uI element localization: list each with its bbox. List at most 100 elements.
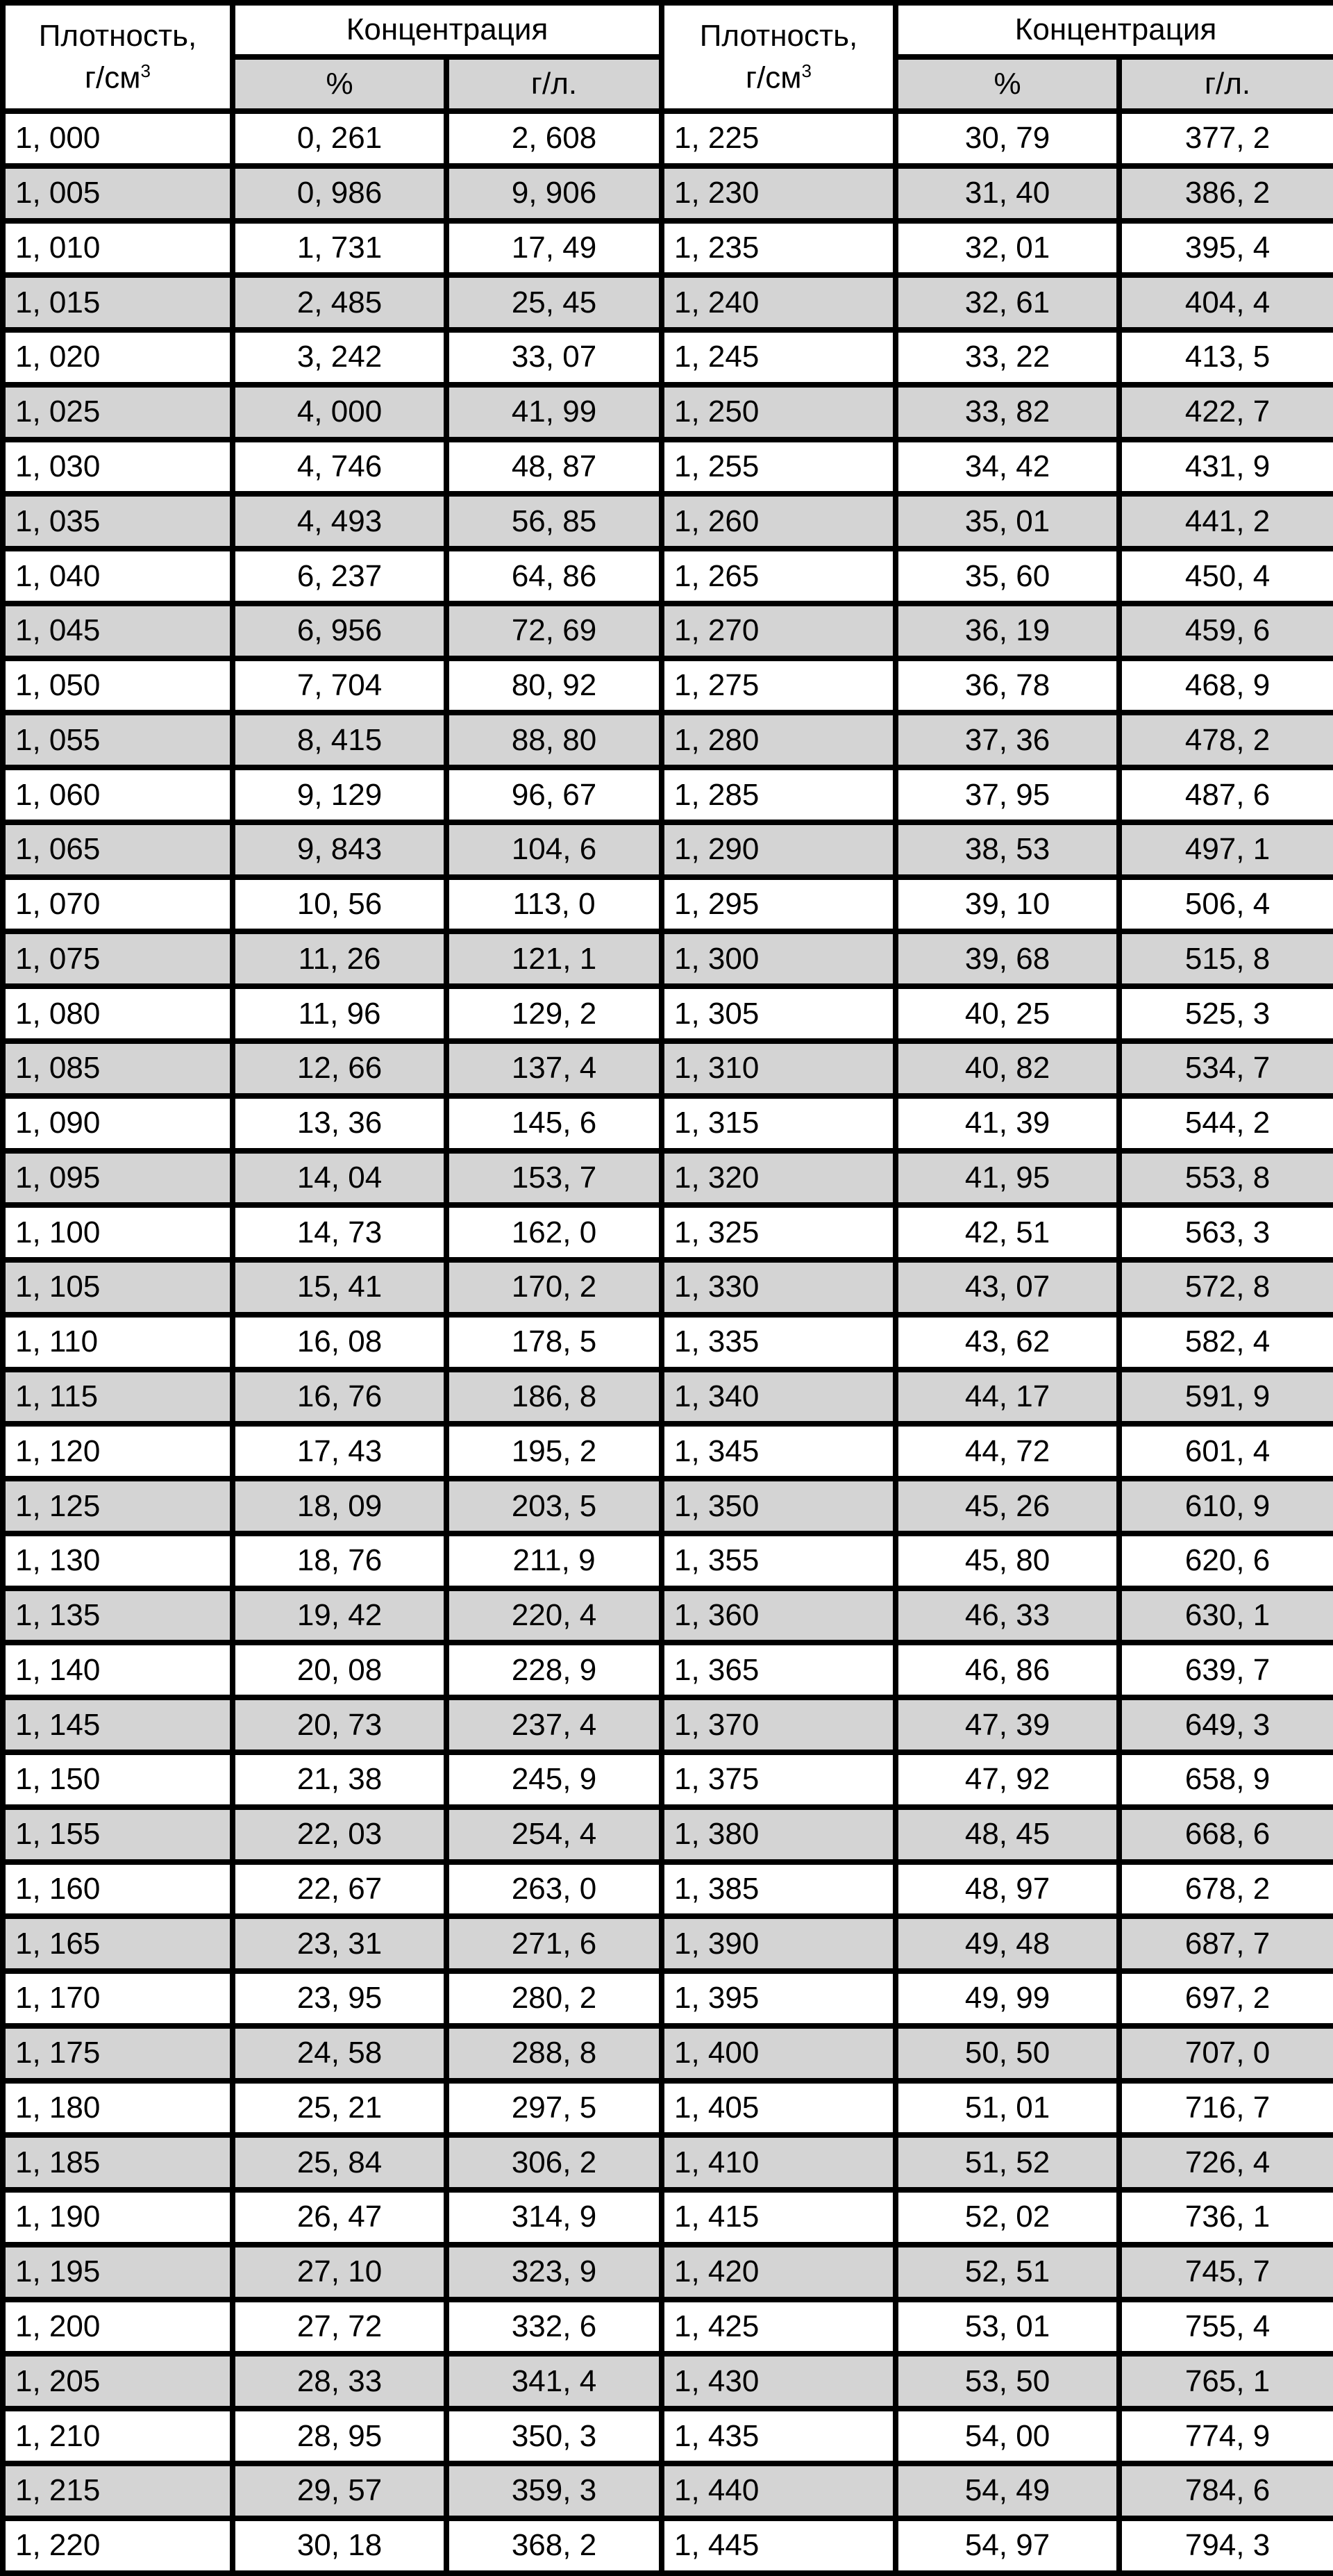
percent-cell: 36, 78 xyxy=(893,655,1123,716)
gl-cell: 678, 2 xyxy=(1116,1859,1333,1920)
gl-cell: 359, 3 xyxy=(443,2460,665,2521)
percent-cell: 11, 96 xyxy=(230,983,449,1045)
gl-cell: 707, 0 xyxy=(1116,2022,1333,2084)
density-label: Плотность, xyxy=(38,18,197,53)
percent-cell: 12, 66 xyxy=(230,1038,449,1099)
table-row: 1, 085 12, 66 137, 4 1, 310 40, 82 534, 7 xyxy=(0,1038,1333,1099)
density-cell: 1, 000 xyxy=(0,108,235,169)
table-row: 1, 035 4, 493 56, 85 1, 260 35, 01 441, 2 xyxy=(0,491,1333,552)
gl-cell: 195, 2 xyxy=(443,1421,665,1482)
percent-cell: 39, 68 xyxy=(893,929,1123,990)
percent-cell: 6, 237 xyxy=(230,546,449,606)
percent-cell: 38, 53 xyxy=(893,819,1123,880)
percent-cell: 32, 01 xyxy=(893,217,1123,279)
density-cell: 1, 440 xyxy=(659,2460,899,2521)
table-row: 1, 075 11, 26 121, 1 1, 300 39, 68 515, 8 xyxy=(0,929,1333,990)
gl-cell: 639, 7 xyxy=(1116,1640,1333,1701)
density-unit-sup: 3 xyxy=(140,60,151,81)
density-cell: 1, 345 xyxy=(659,1421,899,1482)
gl-cell: 145, 6 xyxy=(443,1092,665,1154)
gl-cell: 245, 9 xyxy=(443,1749,665,1810)
gl-header-left: г/л. xyxy=(443,54,665,114)
density-cell: 1, 170 xyxy=(0,1968,235,2029)
gl-cell: 668, 6 xyxy=(1116,1804,1333,1865)
gl-cell: 736, 1 xyxy=(1116,2187,1333,2247)
gl-cell: 237, 4 xyxy=(443,1695,665,1755)
percent-cell: 51, 01 xyxy=(893,2077,1123,2138)
density-cell: 1, 255 xyxy=(659,436,899,497)
gl-cell: 478, 2 xyxy=(1116,710,1333,771)
density-cell: 1, 270 xyxy=(659,600,899,661)
table-row: 1, 090 13, 36 145, 6 1, 315 41, 39 544, 2 xyxy=(0,1092,1333,1154)
table-row: 1, 115 16, 76 186, 8 1, 340 44, 17 591, 9 xyxy=(0,1366,1333,1427)
gl-cell: 170, 2 xyxy=(443,1257,665,1318)
density-cell: 1, 430 xyxy=(659,2351,899,2412)
percent-cell: 13, 36 xyxy=(230,1092,449,1154)
percent-cell: 39, 10 xyxy=(893,874,1123,935)
density-cell: 1, 290 xyxy=(659,819,899,880)
table-row: 1, 030 4, 746 48, 87 1, 255 34, 42 431, 9 xyxy=(0,436,1333,497)
percent-cell: 14, 04 xyxy=(230,1147,449,1208)
percent-cell: 40, 82 xyxy=(893,1038,1123,1099)
table-row: 1, 145 20, 73 237, 4 1, 370 47, 39 649, 3 xyxy=(0,1695,1333,1755)
gl-cell: 104, 6 xyxy=(443,819,665,880)
percent-cell: 14, 73 xyxy=(230,1202,449,1263)
percent-cell: 2, 485 xyxy=(230,272,449,333)
percent-cell: 45, 26 xyxy=(893,1476,1123,1536)
gl-cell: 203, 5 xyxy=(443,1476,665,1536)
density-cell: 1, 180 xyxy=(0,2077,235,2138)
gl-cell: 525, 3 xyxy=(1116,983,1333,1045)
percent-cell: 53, 50 xyxy=(893,2351,1123,2412)
density-cell: 1, 415 xyxy=(659,2187,899,2247)
density-cell: 1, 125 xyxy=(0,1476,235,1536)
density-cell: 1, 445 xyxy=(659,2515,899,2576)
percent-cell: 7, 704 xyxy=(230,655,449,716)
table-row: 1, 140 20, 08 228, 9 1, 365 46, 86 639, 7 xyxy=(0,1640,1333,1701)
gl-cell: 431, 9 xyxy=(1116,436,1333,497)
table-row: 1, 015 2, 485 25, 45 1, 240 32, 61 404, 4 xyxy=(0,272,1333,333)
table-row: 1, 005 0, 986 9, 906 1, 230 31, 40 386, 2 xyxy=(0,163,1333,224)
table-row: 1, 215 29, 57 359, 3 1, 440 54, 49 784, 6 xyxy=(0,2460,1333,2521)
percent-cell: 18, 09 xyxy=(230,1476,449,1536)
percent-cell: 18, 76 xyxy=(230,1530,449,1591)
percent-cell: 54, 49 xyxy=(893,2460,1123,2521)
concentration-header-right: Концентрация xyxy=(893,0,1333,60)
gl-cell: 288, 8 xyxy=(443,2022,665,2084)
density-unit-sup: 3 xyxy=(801,60,812,81)
percent-cell: 46, 33 xyxy=(893,1585,1123,1646)
percent-cell: 6, 956 xyxy=(230,600,449,661)
concentration-header-left: Концентрация xyxy=(229,0,665,60)
gl-cell: 48, 87 xyxy=(443,436,665,497)
percent-header-right: % xyxy=(893,54,1123,114)
table-row: 1, 195 27, 10 323, 9 1, 420 52, 51 745, 7 xyxy=(0,2241,1333,2302)
density-cell: 1, 065 xyxy=(0,819,235,880)
percent-cell: 26, 47 xyxy=(230,2187,449,2247)
percent-cell: 32, 61 xyxy=(893,272,1123,333)
gl-cell: 497, 1 xyxy=(1116,819,1333,880)
gl-cell: 377, 2 xyxy=(1116,108,1333,169)
density-cell: 1, 260 xyxy=(659,491,899,552)
density-cell: 1, 300 xyxy=(659,929,899,990)
percent-cell: 22, 03 xyxy=(230,1804,449,1865)
table-row: 1, 150 21, 38 245, 9 1, 375 47, 92 658, 9 xyxy=(0,1749,1333,1810)
gl-cell: 534, 7 xyxy=(1116,1038,1333,1099)
table-row: 1, 000 0, 261 2, 608 1, 225 30, 79 377, 2 xyxy=(0,108,1333,169)
gl-cell: 572, 8 xyxy=(1116,1257,1333,1318)
gl-cell: 80, 92 xyxy=(443,655,665,716)
percent-cell: 40, 25 xyxy=(893,983,1123,1045)
percent-cell: 52, 02 xyxy=(893,2187,1123,2247)
percent-cell: 33, 22 xyxy=(893,327,1123,388)
gl-cell: 323, 9 xyxy=(443,2241,665,2302)
gl-cell: 297, 5 xyxy=(443,2077,665,2138)
gl-cell: 515, 8 xyxy=(1116,929,1333,990)
density-unit: г/см xyxy=(85,60,141,95)
gl-cell: 9, 906 xyxy=(443,163,665,224)
percent-cell: 30, 79 xyxy=(893,108,1123,169)
table-row: 1, 200 27, 72 332, 6 1, 425 53, 01 755, 4 xyxy=(0,2296,1333,2357)
density-cell: 1, 285 xyxy=(659,765,899,825)
percent-cell: 1, 731 xyxy=(230,217,449,279)
density-cell: 1, 375 xyxy=(659,1749,899,1810)
percent-cell: 54, 00 xyxy=(893,2406,1123,2466)
percent-cell: 8, 415 xyxy=(230,710,449,771)
